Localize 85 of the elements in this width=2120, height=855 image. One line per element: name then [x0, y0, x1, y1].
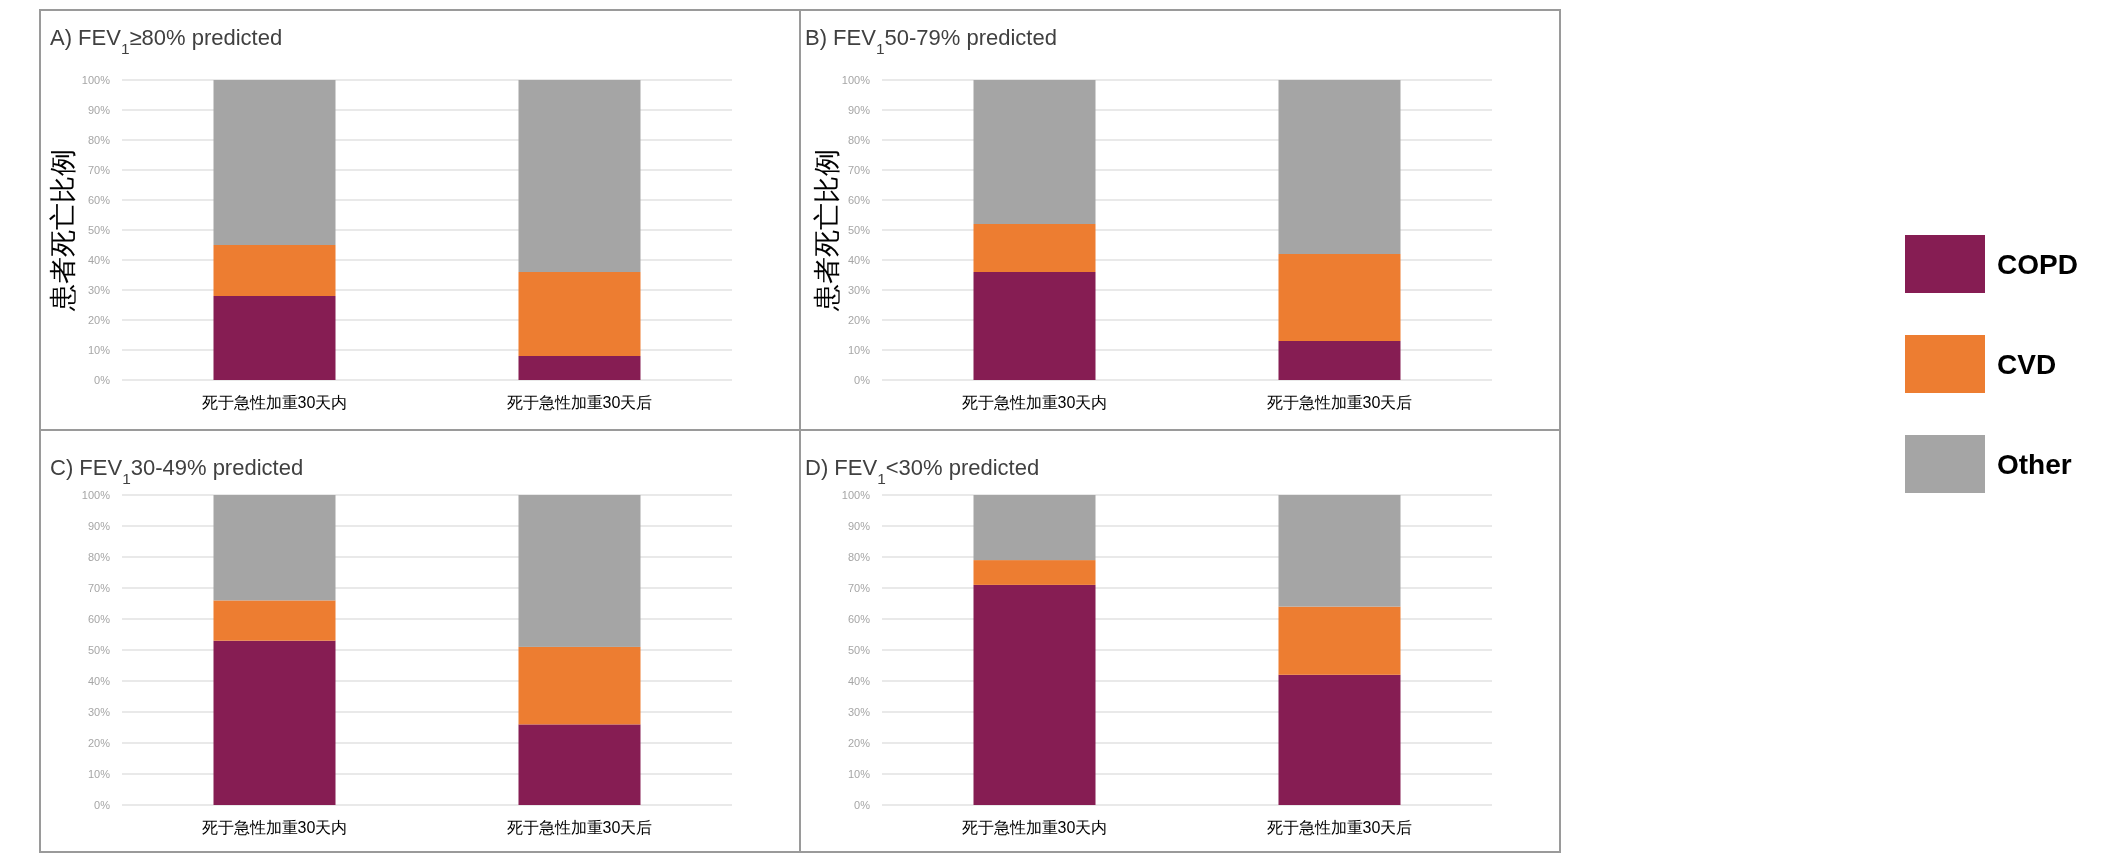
chart-title: B) FEV$_{1}$50-79% predicted [805, 25, 1057, 57]
bar [973, 495, 1096, 561]
y-tick-label: 70% [87, 582, 111, 594]
bar [973, 272, 1096, 380]
y-tick-label: 10% [87, 768, 111, 780]
y-tick-label: 100% [81, 74, 111, 86]
bar [518, 80, 641, 272]
y-tick-label: 30% [87, 284, 111, 296]
bar [213, 640, 336, 805]
bar [973, 80, 1096, 224]
bar [518, 356, 641, 380]
y-tick-label: 20% [847, 737, 871, 749]
y-tick-label: 30% [87, 706, 111, 718]
y-tick-label: 0% [94, 374, 111, 386]
bar [973, 584, 1096, 805]
x-tick-label: 死于急性加重30天内 [961, 819, 1108, 836]
chart-title: D) FEV$_{1}$<30% predicted [805, 455, 1040, 487]
y-tick-label: 20% [87, 737, 111, 749]
y-tick-label: 90% [87, 520, 111, 532]
x-tick-label: 死于急性加重30天后 [1266, 819, 1413, 836]
y-tick-label: 70% [847, 164, 871, 176]
bar [1278, 254, 1401, 341]
y-tick-label: 30% [847, 706, 871, 718]
legend-label: COPD [1997, 249, 2078, 280]
y-tick-label: 80% [847, 551, 871, 563]
bar [1278, 80, 1401, 254]
y-tick-label: 50% [847, 644, 871, 656]
bar [213, 245, 336, 296]
y-tick-label: 50% [847, 224, 871, 236]
y-tick-label: 0% [94, 799, 111, 811]
y-tick-label: 60% [847, 194, 871, 206]
chart-title: A) FEV$_{1}$≥80% predicted [50, 25, 283, 57]
y-tick-label: 100% [841, 74, 871, 86]
bar [973, 560, 1096, 585]
y-tick-label: 50% [87, 224, 111, 236]
y-tick-label: 80% [87, 551, 111, 563]
y-tick-label: 60% [87, 613, 111, 625]
legend-label: CVD [1997, 349, 2057, 380]
bar [518, 724, 641, 805]
y-tick-label: 30% [847, 284, 871, 296]
x-tick-label: 死于急性加重30天内 [201, 394, 348, 411]
y-tick-label: 20% [87, 314, 111, 326]
y-tick-label: 90% [847, 520, 871, 532]
bar [213, 600, 336, 641]
legend-label: Other [1997, 449, 2072, 480]
bar [1278, 606, 1401, 675]
y-tick-label: 80% [87, 134, 111, 146]
bar [1278, 341, 1401, 380]
bar [213, 80, 336, 245]
x-tick-label: 死于急性加重30天后 [506, 394, 653, 411]
y-tick-label: 40% [87, 254, 111, 266]
chart-title: C) FEV$_{1}$30-49% predicted [50, 455, 304, 487]
x-tick-label: 死于急性加重30天内 [201, 819, 348, 836]
bar [213, 296, 336, 380]
y-tick-label: 40% [847, 675, 871, 687]
y-tick-label: 10% [87, 344, 111, 356]
y-tick-label: 10% [847, 344, 871, 356]
y-tick-label: 0% [854, 374, 871, 386]
y-axis-title: 患者死亡比例 [48, 149, 78, 312]
y-tick-label: 100% [81, 489, 111, 501]
bar [973, 224, 1096, 272]
bar [1278, 674, 1401, 805]
y-tick-label: 90% [847, 104, 871, 116]
y-tick-label: 20% [847, 314, 871, 326]
bar [213, 495, 336, 601]
x-tick-label: 死于急性加重30天后 [506, 819, 653, 836]
y-tick-label: 40% [847, 254, 871, 266]
x-tick-label: 死于急性加重30天内 [961, 394, 1108, 411]
y-tick-label: 100% [841, 489, 871, 501]
y-tick-label: 70% [87, 164, 111, 176]
bar [518, 495, 641, 647]
bar [1278, 495, 1401, 607]
x-tick-label: 死于急性加重30天后 [1266, 394, 1413, 411]
y-tick-label: 60% [847, 613, 871, 625]
y-axis-title: 患者死亡比例 [812, 149, 842, 312]
y-tick-label: 10% [847, 768, 871, 780]
y-tick-label: 80% [847, 134, 871, 146]
y-tick-label: 90% [87, 104, 111, 116]
bar [518, 646, 641, 725]
y-tick-label: 60% [87, 194, 111, 206]
y-tick-label: 70% [847, 582, 871, 594]
bar [518, 272, 641, 356]
y-tick-label: 50% [87, 644, 111, 656]
y-tick-label: 40% [87, 675, 111, 687]
y-tick-label: 0% [854, 799, 871, 811]
